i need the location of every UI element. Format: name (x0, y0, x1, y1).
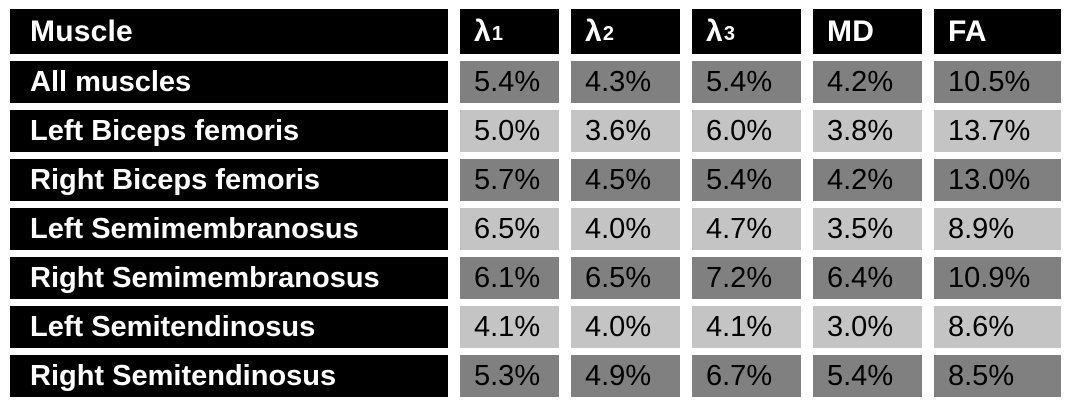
muscle-name-cell: Left Biceps femoris (10, 110, 448, 152)
value-cell: 8.9% (934, 208, 1061, 250)
value-cell: 3.0% (813, 306, 922, 348)
value-cell: 6.1% (460, 257, 559, 299)
muscle-name-cell: Left Semimembranosus (10, 208, 448, 250)
value-cell: 6.4% (813, 257, 922, 299)
value-cell: 5.4% (460, 61, 559, 103)
column-header-label: MD (827, 14, 875, 48)
value-cell: 10.9% (934, 257, 1061, 299)
value-cell: 13.7% (934, 110, 1061, 152)
value-cell: 4.1% (692, 306, 801, 348)
column-header-fa: FA (934, 9, 1061, 54)
value-cell: 4.5% (571, 159, 680, 201)
muscle-name-cell: Right Semitendinosus (10, 355, 448, 397)
value-cell: 10.5% (934, 61, 1061, 103)
value-cell: 4.3% (571, 61, 680, 103)
muscle-name-cell: All muscles (10, 61, 448, 103)
value-cell: 6.7% (692, 355, 801, 397)
value-cell: 6.0% (692, 110, 801, 152)
column-header-label: λ (706, 14, 723, 48)
value-cell: 3.6% (571, 110, 680, 152)
value-cell: 13.0% (934, 159, 1061, 201)
value-cell: 5.7% (460, 159, 559, 201)
value-cell: 4.2% (813, 159, 922, 201)
value-cell: 5.4% (813, 355, 922, 397)
value-cell: 7.2% (692, 257, 801, 299)
value-cell: 5.4% (692, 159, 801, 201)
column-header-muscle: Muscle (10, 9, 448, 54)
value-cell: 8.6% (934, 306, 1061, 348)
value-cell: 4.9% (571, 355, 680, 397)
value-cell: 6.5% (460, 208, 559, 250)
value-cell: 8.5% (934, 355, 1061, 397)
column-header-label: Muscle (30, 14, 133, 48)
value-cell: 3.8% (813, 110, 922, 152)
value-cell: 4.7% (692, 208, 801, 250)
value-cell: 3.5% (813, 208, 922, 250)
muscle-name-cell: Right Semimembranosus (10, 257, 448, 299)
muscle-name-cell: Right Biceps femoris (10, 159, 448, 201)
value-cell: 4.1% (460, 306, 559, 348)
value-cell: 4.0% (571, 306, 680, 348)
value-cell: 4.2% (813, 61, 922, 103)
value-cell: 6.5% (571, 257, 680, 299)
value-cell: 4.0% (571, 208, 680, 250)
muscle-name-cell: Left Semitendinosus (10, 306, 448, 348)
value-cell: 5.3% (460, 355, 559, 397)
column-header-label: λ (585, 14, 602, 48)
column-header-label: λ (474, 14, 491, 48)
column-header-label: FA (948, 14, 987, 48)
value-cell: 5.4% (692, 61, 801, 103)
column-header-md: MD (813, 9, 922, 54)
value-cell: 5.0% (460, 110, 559, 152)
